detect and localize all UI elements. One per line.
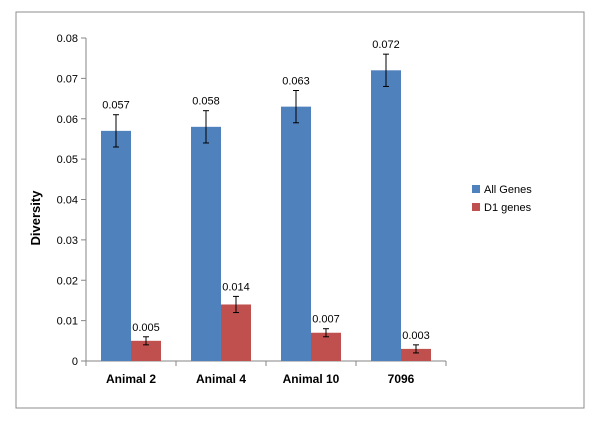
bar — [281, 106, 311, 361]
y-tick-label: 0.08 — [57, 33, 78, 45]
bar — [221, 304, 251, 361]
bar — [191, 126, 221, 361]
x-tick-label: Animal 4 — [196, 372, 246, 386]
y-tick-label: 0.03 — [57, 235, 78, 247]
data-label: 0.058 — [192, 96, 220, 108]
y-tick-label: 0 — [72, 356, 78, 368]
data-label: 0.057 — [102, 100, 130, 112]
data-label: 0.072 — [372, 39, 400, 51]
data-label: 0.005 — [132, 322, 160, 334]
bar — [131, 340, 161, 361]
legend-swatch — [472, 203, 480, 211]
y-tick-label: 0.06 — [57, 114, 78, 126]
bar — [101, 130, 131, 361]
legend: All Genes D1 genes — [472, 184, 532, 214]
y-tick-label: 0.07 — [57, 73, 78, 85]
y-axis-label: Diversity — [28, 190, 43, 246]
bar — [401, 348, 431, 361]
legend-label: D1 genes — [484, 202, 532, 214]
bar — [311, 332, 341, 361]
x-tick-label: Animal 10 — [283, 372, 340, 386]
plot-area: 0 0.01 0.02 0.03 0.04 0.05 0.06 0.07 0.08 Animal … — [57, 33, 447, 386]
bar — [371, 70, 401, 362]
data-label: 0.003 — [402, 330, 430, 342]
y-tick-label: 0.01 — [57, 316, 78, 328]
y-tick-label: 0.02 — [57, 275, 78, 287]
x-tick-label: Animal 2 — [106, 372, 156, 386]
legend-swatch — [472, 185, 480, 193]
y-tick-label: 0.04 — [57, 195, 78, 207]
data-label: 0.007 — [312, 314, 340, 326]
legend-label: All Genes — [484, 184, 532, 196]
y-tick-label: 0.05 — [57, 154, 78, 166]
x-tick-label: 7096 — [388, 372, 415, 386]
data-label: 0.014 — [222, 281, 250, 293]
data-label: 0.063 — [282, 75, 310, 87]
